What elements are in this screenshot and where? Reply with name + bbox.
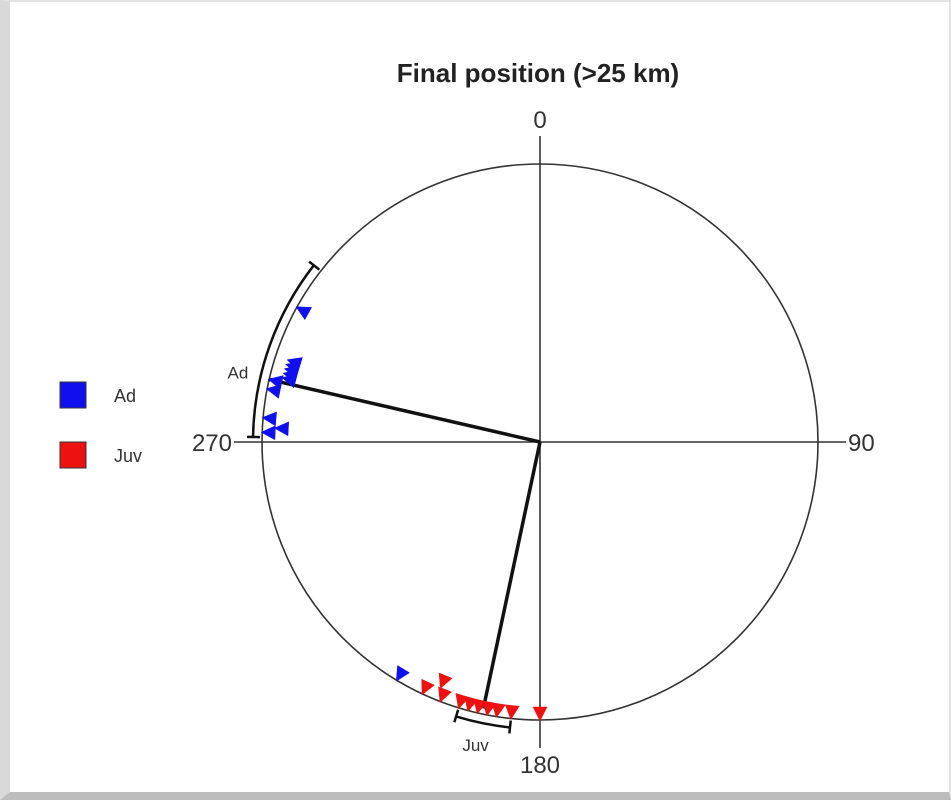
marker-juv-8 [438,672,453,690]
tick-label-90: 90 [848,430,875,457]
marker-ad-0 [260,425,276,441]
marker-juv-5 [464,695,479,713]
ci-arc-end-juv-1 [453,709,460,723]
chart-title: Final position (>25 km) [397,58,679,88]
marker-ad-2 [261,411,277,427]
legend: Ad Juv [59,381,142,469]
marker-juv-1 [504,704,520,721]
marker-juv-4 [473,698,488,715]
data-marks [260,306,548,722]
circular-plot: Final position (>25 km) 0 90 180 270 Ad J… [59,58,875,779]
ci-arc-end-juv-0 [508,720,512,734]
vector-label-ad: Ad [228,363,249,382]
tick-label-270: 270 [192,430,232,457]
marker-ad-3 [265,384,282,399]
chart-panel: Final position (>25 km) 0 90 180 270 Ad J… [12,4,946,790]
mean-vector-juv [481,441,542,709]
marker-ad-11 [396,665,410,682]
ci-arc-end-ad-1 [308,260,321,271]
marker-juv-7 [438,686,453,703]
tick-label-0: 0 [533,107,546,134]
marker-juv-6 [455,693,470,710]
marker-ad-9 [286,357,303,372]
ci-arc-ad [251,264,315,438]
marker-juv-0 [532,706,548,722]
mean-vector-ad [268,377,541,444]
marker-ad-10 [295,306,313,321]
marker-juv-9 [421,678,435,696]
legend-label-ad: Ad [114,386,136,406]
marker-juv-2 [491,702,506,719]
legend-label-juv: Juv [114,446,142,466]
vector-label-juv: Juv [462,736,489,755]
marker-ad-4 [267,375,284,390]
legend-swatch-ad [59,381,87,409]
tick-label-180: 180 [520,752,560,779]
legend-swatch-juv [59,441,87,469]
marker-ad-1 [273,421,289,437]
plot-axes: 0 90 180 270 [192,107,875,779]
marker-juv-3 [482,700,497,717]
mean-vectors: Ad Juv [228,260,542,755]
